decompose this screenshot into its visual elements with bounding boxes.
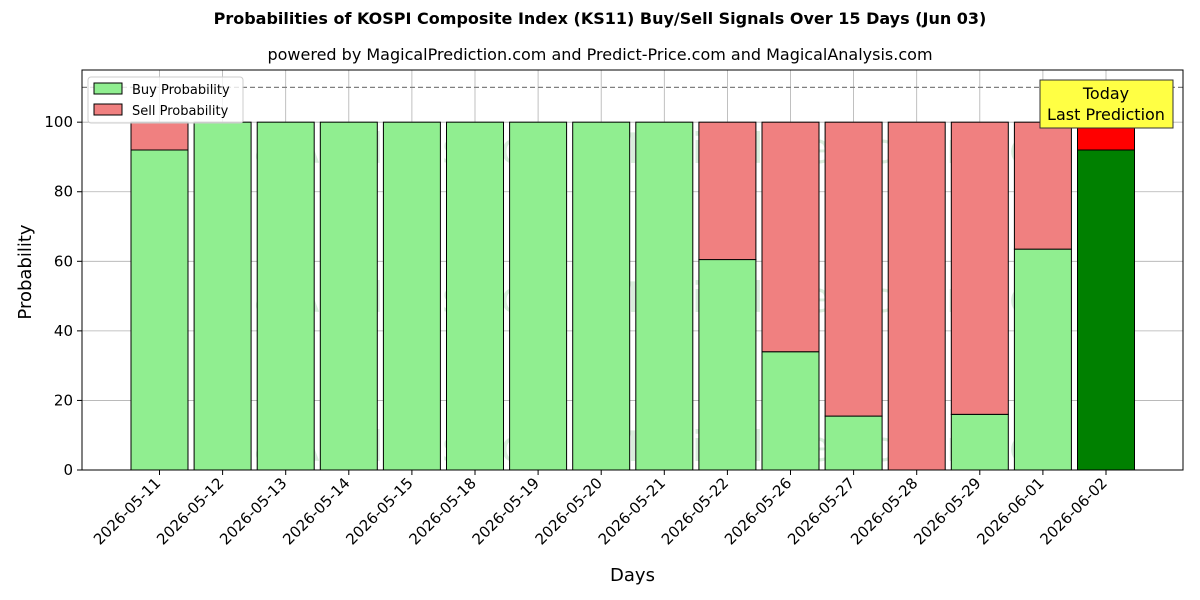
buy-bar [446, 121, 504, 471]
y-tick-label: 100 [44, 113, 73, 131]
buy-bar [319, 121, 378, 471]
buy-bar [824, 415, 883, 471]
annotation-line-today: Today [1082, 84, 1129, 103]
buy-bar [382, 121, 441, 471]
sell-bar [130, 121, 189, 151]
x-tick-label: 2026-05-22 [658, 474, 732, 548]
x-tick-label: 2026-06-01 [973, 474, 1047, 548]
legend-label-buy: Buy Probability [132, 83, 230, 98]
x-tick-label: 2026-05-29 [910, 474, 984, 548]
x-axis-ticks: 2026-05-112026-05-122026-05-132026-05-14… [90, 470, 1111, 548]
x-tick-label: 2026-06-02 [1036, 474, 1110, 548]
x-tick-label: 2026-05-21 [595, 474, 669, 548]
buy-bar [256, 121, 315, 471]
buy-bar [698, 259, 757, 471]
legend-swatch-sell [93, 103, 123, 116]
sell-bar [824, 121, 883, 417]
x-tick-label: 2026-05-18 [405, 474, 479, 548]
sell-bar [887, 121, 946, 471]
buy-bar [1013, 248, 1072, 471]
sell-bar [950, 121, 1009, 415]
y-tick-label: 80 [54, 183, 73, 201]
sell-bar [698, 121, 757, 261]
buy-bar [193, 121, 252, 471]
x-tick-label: 2026-05-12 [153, 474, 227, 548]
y-tick-label: 40 [54, 322, 73, 340]
today-annotation: Today Last Prediction [1039, 79, 1174, 129]
y-axis-label: Probability [15, 224, 36, 319]
buy-bar [130, 149, 189, 471]
buy-bar [950, 413, 1009, 471]
x-tick-label: 2026-05-13 [216, 474, 290, 548]
buy-bar [572, 121, 631, 471]
x-tick-label: 2026-05-26 [721, 474, 795, 548]
x-tick-label: 2026-05-27 [784, 474, 858, 548]
buy-bar [635, 121, 694, 471]
legend: Buy Probability Sell Probability [87, 76, 244, 124]
chart-title: Probabilities of KOSPI Composite Index (… [213, 9, 987, 28]
x-tick-label: 2026-05-20 [532, 474, 606, 548]
bar-layer [130, 121, 1135, 471]
buy-bar [509, 121, 568, 471]
x-tick-label: 2026-05-14 [279, 474, 353, 548]
y-tick-label: 60 [54, 252, 73, 270]
x-tick-label: 2026-05-15 [342, 474, 416, 548]
buy-bar [761, 351, 820, 471]
x-tick-label: 2026-05-28 [847, 474, 921, 548]
x-axis-label: Days [610, 565, 655, 586]
legend-swatch-buy [93, 82, 123, 95]
x-tick-label: 2026-05-19 [469, 474, 543, 548]
plot-frame [81, 69, 1184, 471]
legend-label-sell: Sell Probability [132, 104, 229, 119]
sell-bar [761, 121, 820, 353]
annotation-box [1039, 79, 1174, 129]
x-tick-label: 2026-05-11 [90, 474, 164, 548]
sell-bar [1013, 121, 1072, 250]
y-axis-ticks: 0 20 40 60 80 100 [44, 113, 82, 479]
buy-bar [1077, 149, 1135, 471]
y-tick-label: 0 [63, 461, 73, 479]
y-tick-label: 20 [54, 391, 73, 409]
legend-box [87, 76, 244, 124]
chart-subtitle: powered by MagicalPrediction.com and Pre… [267, 45, 933, 64]
annotation-line-last-prediction: Last Prediction [1047, 105, 1165, 124]
